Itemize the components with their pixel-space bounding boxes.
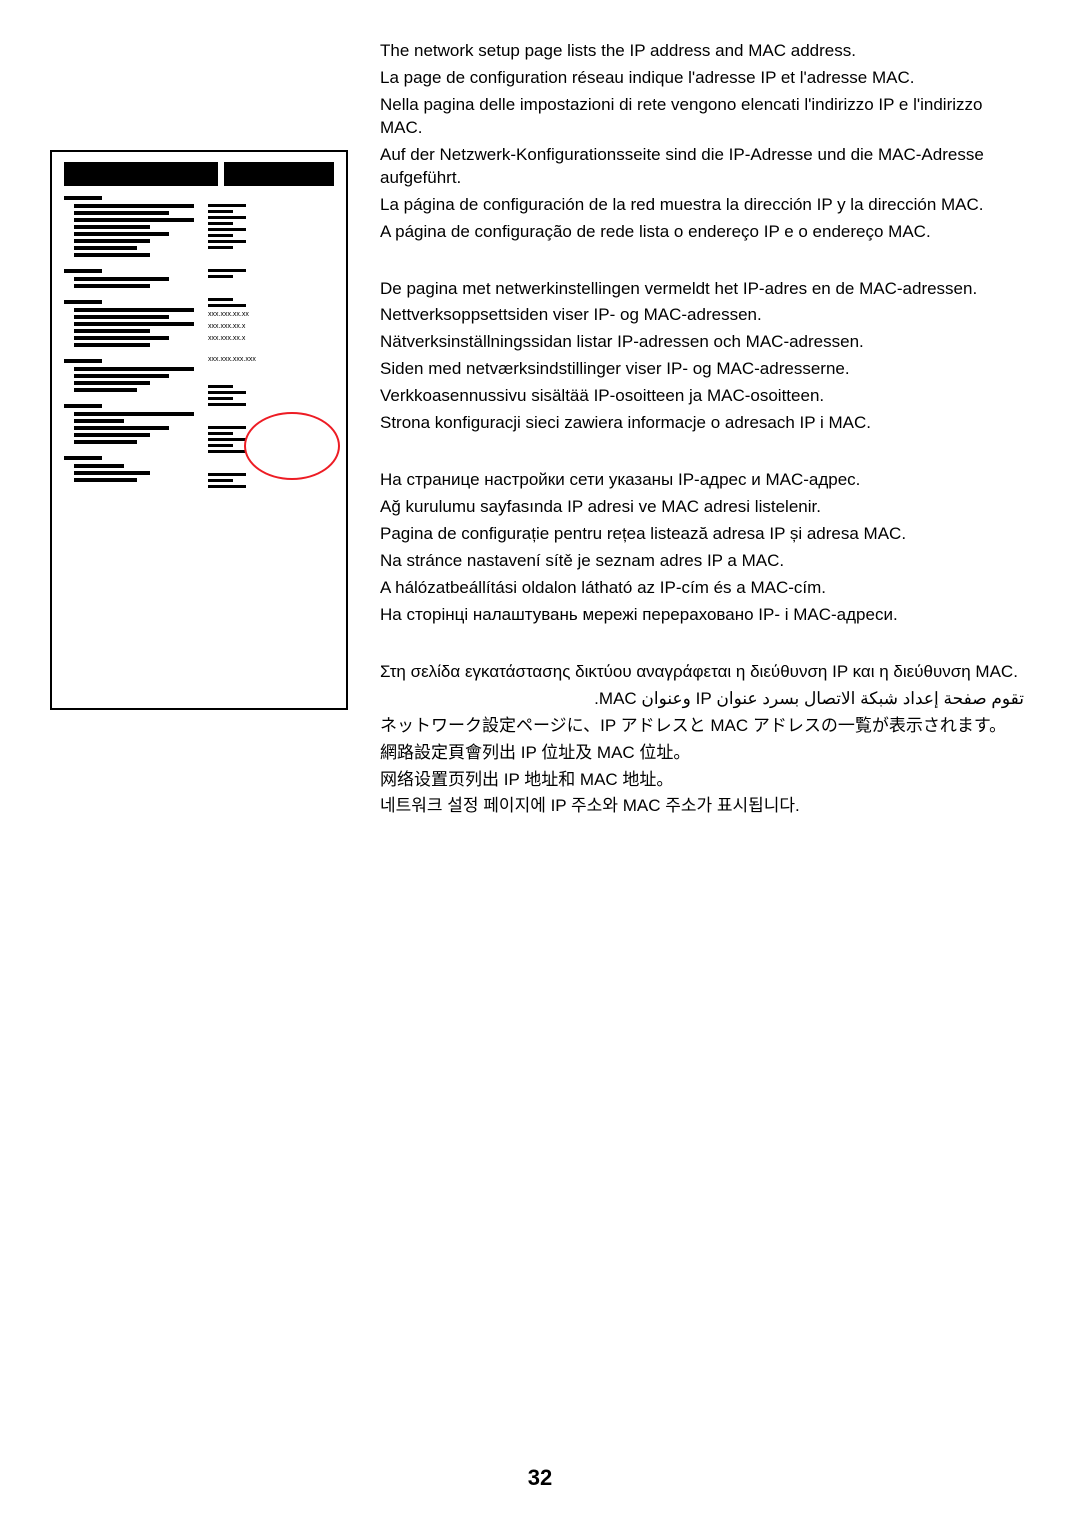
instruction-pt: A página de configuração de rede lista o… [380,221,1024,244]
instruction-ar: تقوم صفحة إعداد شبكة الاتصال بسرد عنوان … [380,688,1024,711]
instruction-no: Nettverksoppsettsiden viser IP- og MAC-a… [380,304,1024,327]
instruction-ko: 네트워크 설정 페이지에 IP 주소와 MAC 주소가 표시됩니다. [380,795,1024,818]
instruction-ro: Pagina de configurație pentru rețea list… [380,523,1024,546]
diagram-header-block [64,162,218,186]
ip-placeholder: xxx.xxx.xx.x [208,322,334,332]
instruction-nl: De pagina met netwerkinstellingen vermel… [380,278,1024,301]
instruction-hu: A hálózatbeállítási oldalon látható az I… [380,577,1024,600]
instruction-en: The network setup page lists the IP addr… [380,40,1024,63]
mac-placeholder: xxx.xxx.xxx.xxx [208,355,334,365]
instruction-ja: ネットワーク設定ページに、IP アドレスと MAC アドレスの一覧が表示されます… [380,715,1024,738]
instruction-sv: Nätverksinställningssidan listar IP-adre… [380,331,1024,354]
instruction-it: Nella pagina delle impostazioni di rete … [380,94,1024,140]
instruction-cs: Na stránce nastavení sítě je seznam adre… [380,550,1024,573]
instruction-de: Auf der Netzwerk-Konfigurationsseite sin… [380,144,1024,190]
instruction-uk: На сторінці налаштувань мережі перерахов… [380,604,1024,627]
instructions-column: The network setup page lists the IP addr… [380,40,1024,822]
instruction-es: La página de configuración de la red mue… [380,194,1024,217]
instruction-el: Στη σελίδα εγκατάστασης δικτύου αναγράφε… [380,661,1024,684]
instruction-pl: Strona konfiguracji sieci zawiera inform… [380,412,1024,435]
instruction-zht: 網路設定頁會列出 IP 位址及 MAC 位址。 [380,742,1024,765]
diagram-header-block [224,162,334,186]
instruction-fr: La page de configuration réseau indique … [380,67,1024,90]
diagram-column: xxx.xxx.xx.xx xxx.xxx.xx.x xxx.xxx.xx.x … [50,40,350,822]
instruction-tr: Ağ kurulumu sayfasında IP adresi ve MAC … [380,496,1024,519]
ip-placeholder: xxx.xxx.xx.x [208,334,334,344]
instruction-da: Siden med netværksindstillinger viser IP… [380,358,1024,381]
instruction-ru: На странице настройки сети указаны IP-ад… [380,469,1024,492]
ip-placeholder: xxx.xxx.xx.xx [208,310,334,320]
page-number: 32 [0,1465,1080,1491]
network-setup-diagram: xxx.xxx.xx.xx xxx.xxx.xx.x xxx.xxx.xx.x … [50,150,348,710]
instruction-fi: Verkkoasennussivu sisältää IP-osoitteen … [380,385,1024,408]
instruction-zhs: 网络设置页列出 IP 地址和 MAC 地址。 [380,769,1024,792]
